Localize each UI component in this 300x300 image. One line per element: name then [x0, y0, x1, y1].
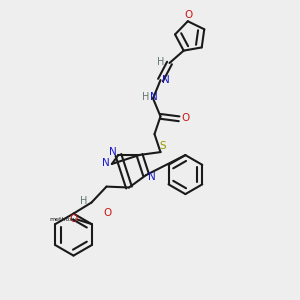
Text: methoxy: methoxy	[50, 217, 77, 222]
Text: N: N	[150, 92, 158, 102]
Text: O: O	[70, 214, 78, 224]
Text: N: N	[148, 172, 155, 182]
Text: H: H	[80, 196, 87, 206]
Text: O: O	[185, 10, 193, 20]
Text: O: O	[181, 113, 189, 123]
Text: N: N	[102, 158, 110, 168]
Text: H: H	[142, 92, 149, 102]
Text: S: S	[159, 141, 166, 151]
Text: N: N	[110, 147, 117, 157]
Text: N: N	[162, 75, 170, 85]
Text: O: O	[103, 208, 112, 218]
Text: H: H	[157, 57, 164, 68]
